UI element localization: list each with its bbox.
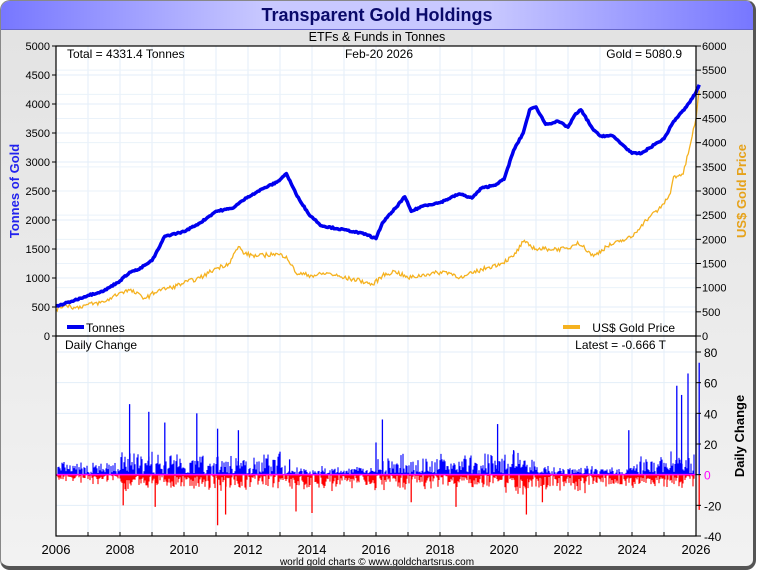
tick-labels: 0500100015002000250030003500400045005000… xyxy=(26,41,727,557)
daily-change-title: Daily Change xyxy=(65,338,137,352)
right-axis-tick-label: 5500 xyxy=(702,65,726,77)
left-axis-tick-label: 3500 xyxy=(26,128,50,140)
x-axis-tick-label: 2020 xyxy=(490,542,519,557)
title-bar: Transparent Gold Holdings xyxy=(1,1,753,30)
legend-gold-swatch xyxy=(563,325,580,329)
right-axis-tick-label: 500 xyxy=(702,307,720,319)
daily-change-axis-title: Daily Change xyxy=(732,395,747,477)
right-axis-tick-label: 2500 xyxy=(702,210,726,222)
axis-ticks xyxy=(52,45,701,537)
left-axis-tick-label: 4000 xyxy=(26,99,50,111)
right-axis-title: US$ Gold Price xyxy=(734,144,749,238)
left-axis-tick-label: 3000 xyxy=(26,157,50,169)
left-axis-tick-label: 500 xyxy=(32,302,50,314)
footer-credit: world gold charts © www.goldchartsrus.co… xyxy=(279,557,475,568)
x-axis-tick-label: 2010 xyxy=(170,542,199,557)
date-annotation: Feb-20 2026 xyxy=(345,47,413,61)
left-axis-tick-label: 0 xyxy=(44,331,50,343)
right-axis-tick-label: 4500 xyxy=(702,114,726,126)
right-axis-tick-label: 3000 xyxy=(702,186,726,198)
gold-price-line xyxy=(55,90,700,313)
daily-axis-tick-label: 80 xyxy=(704,346,718,360)
left-axis-tick-label: 2500 xyxy=(26,186,50,198)
right-axis-tick-label: 4000 xyxy=(702,138,726,150)
legend-tonnes-swatch xyxy=(67,325,84,329)
right-axis-tick-label: 2000 xyxy=(702,234,726,246)
left-axis-tick-label: 5000 xyxy=(26,41,50,53)
daily-change-bars xyxy=(56,362,700,526)
left-axis-title: Tonnes of Gold xyxy=(7,144,22,238)
left-axis-tick-label: 2000 xyxy=(26,215,50,227)
right-axis-tick-label: 0 xyxy=(702,331,708,343)
right-axis-tick-label: 1500 xyxy=(702,259,726,271)
left-axis-tick-label: 1000 xyxy=(26,273,50,285)
chart-subtitle: ETFs & Funds in Tonnes xyxy=(308,30,446,44)
tonnes-line xyxy=(55,84,701,308)
daily-axis-tick-label: -40 xyxy=(704,530,722,544)
x-axis-tick-label: 2024 xyxy=(618,542,647,557)
daily-axis-tick-label: 0 xyxy=(704,469,711,483)
chart-title: Transparent Gold Holdings xyxy=(261,5,493,25)
legend-gold-label: US$ Gold Price xyxy=(592,321,675,335)
x-axis-tick-label: 2008 xyxy=(106,542,135,557)
x-axis-tick-label: 2026 xyxy=(682,542,711,557)
gold-annotation: Gold = 5080.9 xyxy=(606,47,682,61)
left-axis-tick-label: 1500 xyxy=(26,244,50,256)
x-axis-tick-label: 2018 xyxy=(426,542,455,557)
daily-axis-tick-label: 60 xyxy=(704,377,718,391)
right-axis-tick-label: 5000 xyxy=(702,89,726,101)
right-axis-tick-label: 6000 xyxy=(702,41,726,53)
right-axis-tick-label: 3500 xyxy=(702,162,726,174)
daily-axis-tick-label: 40 xyxy=(704,407,718,421)
daily-axis-tick-label: 20 xyxy=(704,438,718,452)
daily-axis-tick-label: -20 xyxy=(704,499,722,513)
x-axis-tick-label: 2012 xyxy=(234,542,263,557)
x-axis-tick-label: 2016 xyxy=(362,542,391,557)
right-axis-tick-label: 1000 xyxy=(702,283,726,295)
latest-annotation: Latest = -0.666 T xyxy=(575,338,667,352)
legend-tonnes-label: Tonnes xyxy=(86,321,125,335)
x-axis-tick-label: 2022 xyxy=(554,542,583,557)
total-annotation: Total = 4331.4 Tonnes xyxy=(67,47,185,61)
x-axis-tick-label: 2006 xyxy=(42,542,71,557)
x-axis-tick-label: 2014 xyxy=(298,542,327,557)
left-axis-tick-label: 4500 xyxy=(26,70,50,82)
